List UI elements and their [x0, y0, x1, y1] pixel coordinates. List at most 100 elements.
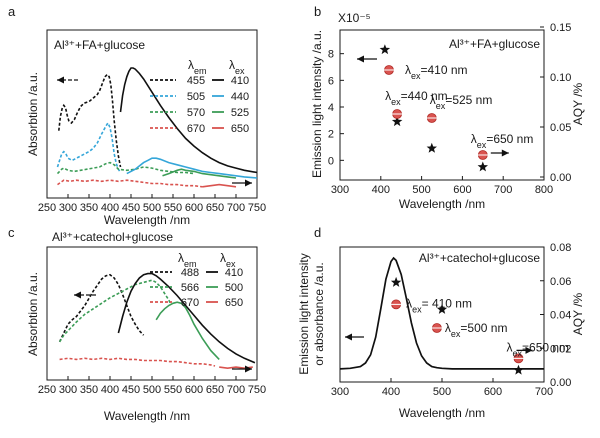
a-arrow-right-head [245, 179, 252, 187]
d-xtick-label-3: 600 [484, 386, 502, 398]
c-xtick-label-1: 300 [59, 384, 77, 396]
d-star-point-1 [436, 303, 448, 314]
c-absorption-series-0 [58, 273, 145, 343]
panel-d-y2label: AQY /% [571, 292, 585, 335]
b-xtick-label-0: 300 [331, 184, 349, 196]
a-legend-em-label-1: 505 [187, 91, 205, 103]
panel-d-frame [339, 246, 545, 383]
b-y2tick-label-0: 0.00 [550, 172, 571, 184]
panel-a-frame [46, 29, 258, 199]
a-xtick-label-3: 400 [101, 202, 119, 214]
d-xtick-label-0: 300 [331, 386, 349, 398]
b-arrow-right [490, 149, 509, 157]
panel-label-c: c [8, 225, 15, 240]
panel-d-ylabel: Emission light intensity [297, 253, 311, 374]
b-ytick-label-4: 8 [328, 49, 334, 61]
panel-d-title: Al³⁺+catechol+glucose [419, 251, 540, 265]
a-xtick-label-10: 750 [248, 202, 266, 214]
c-arrow-left [74, 291, 96, 299]
c-legend-header-em: λem [178, 251, 197, 269]
d-annotation-0: λex= 410 nm [406, 296, 472, 314]
c-xtick-label-8: 650 [206, 384, 224, 396]
a-legend-ex-label-0: 410 [231, 75, 249, 87]
panel-b-y2label: AQY /% [571, 82, 585, 125]
a-legend-em-label-2: 570 [187, 107, 205, 119]
a-arrow-left [57, 76, 78, 84]
c-emission-series-0 [117, 272, 256, 364]
b-annotation-3: λex=650 nm [471, 132, 534, 150]
c-xtick-label-6: 550 [164, 384, 182, 396]
c-legend-em-label-2: 670 [181, 297, 199, 309]
b-ytick-label-3: 6 [328, 75, 334, 87]
a-absorption-series-0 [58, 73, 122, 168]
panel-d-ylabel-line2: or absorbance /a.u. [312, 262, 326, 365]
c-xtick-label-3: 400 [101, 384, 119, 396]
a-legend-header-ex: λex [229, 58, 245, 76]
panel-a-ylabel: Absorbtion /a.u. [26, 72, 40, 156]
d-arrow-right-head [525, 346, 533, 354]
c-xtick-label-7: 600 [185, 384, 203, 396]
a-xtick-label-0: 250 [38, 202, 56, 214]
b-emission-point-1 [391, 116, 403, 127]
b-y2tick-label-1: 0.05 [550, 122, 571, 134]
panel-c-chart: Al³⁺+catechol+glucose Wavelength /nm Abs… [26, 230, 266, 423]
b-annotation-1: λex=440 nm [385, 89, 448, 107]
panel-b-frame [339, 29, 545, 181]
b-arrow-right-head [501, 149, 509, 157]
a-xtick-label-2: 350 [80, 202, 98, 214]
panel-a-chart: Al³⁺+FA+glucose Wavelength /nm Absorbtio… [26, 29, 266, 227]
a-emission-series-0 [119, 67, 258, 174]
b-annotation-0: λex=410 nm [405, 63, 468, 81]
b-emission-point-0 [379, 44, 391, 55]
a-xtick-label-5: 500 [143, 202, 161, 214]
panel-b-chart: X10⁻⁵ Al³⁺+FA+glucose Wavelength /nm Emi… [310, 11, 585, 211]
a-legend-ex-label-1: 440 [231, 91, 249, 103]
c-legend-em-label-1: 566 [181, 282, 199, 294]
b-arrow-left-head [357, 55, 364, 63]
c-arrow-right-head [245, 365, 252, 373]
b-emission-point-2 [426, 142, 437, 153]
d-annotation-2: λex=650 nm [507, 340, 570, 358]
c-xtick-label-0: 250 [38, 384, 56, 396]
a-legend-ex-label-3: 650 [231, 123, 249, 135]
d-y2tick-label-3: 0.06 [550, 276, 571, 288]
panel-label-d: d [314, 225, 321, 240]
d-xtick-label-2: 500 [433, 386, 451, 398]
panel-b-title: Al³⁺+FA+glucose [449, 37, 540, 51]
panel-label-b: b [314, 4, 321, 19]
a-xtick-label-9: 700 [227, 202, 245, 214]
d-star-point-0 [390, 276, 402, 287]
panel-b-scale-label: X10⁻⁵ [338, 11, 371, 25]
d-y2tick-label-1: 0.02 [550, 343, 571, 355]
d-annotation-1: λex=500 nm [445, 321, 508, 339]
b-xtick-label-3: 600 [453, 184, 471, 196]
d-y2tick-label-4: 0.08 [550, 242, 571, 254]
b-ytick-label-1: 2 [328, 129, 334, 141]
c-legend-ex-label-2: 650 [225, 297, 243, 309]
d-xtick-label-1: 400 [382, 386, 400, 398]
a-legend-em-label-0: 455 [187, 75, 205, 87]
panel-d-chart: Al³⁺+catechol+glucose Wavelength /nm Emi… [297, 242, 585, 420]
b-emission-point-3 [477, 161, 488, 172]
panel-a-xlabel: Wavelength /nm [104, 213, 190, 227]
c-xtick-label-9: 700 [227, 384, 245, 396]
b-ytick-label-0: 0 [328, 155, 334, 167]
a-legend-header-em: λem [188, 58, 207, 76]
a-xtick-label-4: 450 [122, 202, 140, 214]
b-ytick-label-2: 4 [328, 102, 334, 114]
a-xtick-label-1: 300 [59, 202, 77, 214]
a-legend-em-label-3: 670 [187, 123, 205, 135]
panel-b-xlabel: Wavelength /nm [399, 197, 485, 211]
panel-c-ylabel: Absorbtion /a.u. [26, 272, 40, 356]
c-xtick-label-10: 750 [248, 384, 266, 396]
b-y2tick-label-3: 0.15 [550, 22, 571, 34]
a-emission-series-2 [162, 168, 237, 179]
a-absorption-series-3 [57, 179, 203, 188]
c-legend-em-label-0: 488 [181, 267, 199, 279]
a-arrow-right [232, 179, 252, 187]
d-y2tick-label-0: 0.00 [550, 377, 571, 389]
b-xtick-label-1: 400 [372, 184, 390, 196]
b-xtick-label-4: 700 [494, 184, 512, 196]
c-legend-ex-label-0: 410 [225, 267, 243, 279]
